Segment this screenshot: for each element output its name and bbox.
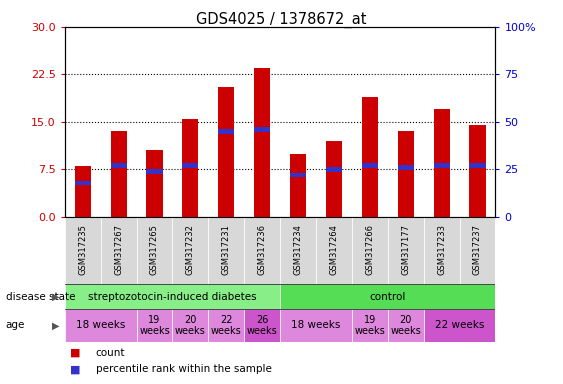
Bar — [397, 166, 414, 170]
Bar — [218, 87, 234, 217]
Text: 19
weeks: 19 weeks — [139, 314, 170, 336]
Bar — [326, 167, 342, 172]
Bar — [424, 309, 495, 342]
Bar — [352, 217, 388, 284]
Bar — [65, 309, 137, 342]
Text: GSM317237: GSM317237 — [473, 224, 482, 275]
Bar — [244, 217, 280, 284]
Bar — [75, 180, 91, 185]
Text: GSM317233: GSM317233 — [437, 224, 446, 275]
Bar — [110, 164, 127, 168]
Text: ■: ■ — [70, 348, 81, 358]
Bar — [75, 166, 91, 217]
Text: GSM317236: GSM317236 — [258, 224, 267, 275]
Bar — [326, 141, 342, 217]
Bar — [137, 217, 172, 284]
Bar — [65, 284, 280, 309]
Bar — [290, 154, 306, 217]
Text: count: count — [96, 348, 125, 358]
Bar — [182, 164, 198, 168]
Bar — [434, 164, 450, 168]
Bar — [316, 217, 352, 284]
Bar — [146, 169, 163, 174]
Text: GSM317177: GSM317177 — [401, 224, 410, 275]
Text: GSM317232: GSM317232 — [186, 224, 195, 275]
Bar — [101, 217, 137, 284]
Text: 22 weeks: 22 weeks — [435, 320, 484, 331]
Text: 20
weeks: 20 weeks — [175, 314, 205, 336]
Text: streptozotocin-induced diabetes: streptozotocin-induced diabetes — [88, 291, 257, 302]
Text: ▶: ▶ — [52, 320, 59, 331]
Text: GDS4025 / 1378672_at: GDS4025 / 1378672_at — [196, 12, 367, 28]
Bar — [172, 309, 208, 342]
Bar — [470, 125, 485, 217]
Text: 18 weeks: 18 weeks — [291, 320, 341, 331]
Text: 19
weeks: 19 weeks — [355, 314, 385, 336]
Bar — [424, 217, 459, 284]
Bar — [434, 109, 450, 217]
Text: ■: ■ — [70, 364, 81, 374]
Bar — [218, 129, 234, 134]
Text: GSM317265: GSM317265 — [150, 224, 159, 275]
Text: GSM317266: GSM317266 — [365, 224, 374, 275]
Text: percentile rank within the sample: percentile rank within the sample — [96, 364, 271, 374]
Text: GSM317264: GSM317264 — [329, 224, 338, 275]
Text: 22
weeks: 22 weeks — [211, 314, 242, 336]
Bar — [459, 217, 495, 284]
Bar — [280, 284, 495, 309]
Bar — [280, 309, 352, 342]
Bar — [146, 151, 163, 217]
Bar — [397, 131, 414, 217]
Bar — [65, 217, 101, 284]
Bar — [388, 309, 424, 342]
Text: disease state: disease state — [6, 291, 75, 302]
Bar — [290, 173, 306, 177]
Text: GSM317231: GSM317231 — [222, 224, 231, 275]
Bar — [388, 217, 424, 284]
Text: ▶: ▶ — [52, 291, 59, 302]
Bar — [280, 217, 316, 284]
Bar — [208, 217, 244, 284]
Bar — [254, 68, 270, 217]
Text: GSM317235: GSM317235 — [78, 224, 87, 275]
Text: 26
weeks: 26 weeks — [247, 314, 278, 336]
Bar — [137, 309, 172, 342]
Bar — [470, 164, 485, 168]
Bar — [244, 309, 280, 342]
Bar — [352, 309, 388, 342]
Text: age: age — [6, 320, 25, 331]
Bar — [362, 97, 378, 217]
Text: control: control — [369, 291, 406, 302]
Bar — [110, 131, 127, 217]
Text: 20
weeks: 20 weeks — [390, 314, 421, 336]
Bar — [362, 164, 378, 168]
Bar — [208, 309, 244, 342]
Bar — [254, 127, 270, 132]
Text: GSM317267: GSM317267 — [114, 224, 123, 275]
Bar — [182, 119, 198, 217]
Bar — [172, 217, 208, 284]
Text: 18 weeks: 18 weeks — [76, 320, 126, 331]
Text: GSM317234: GSM317234 — [293, 224, 302, 275]
